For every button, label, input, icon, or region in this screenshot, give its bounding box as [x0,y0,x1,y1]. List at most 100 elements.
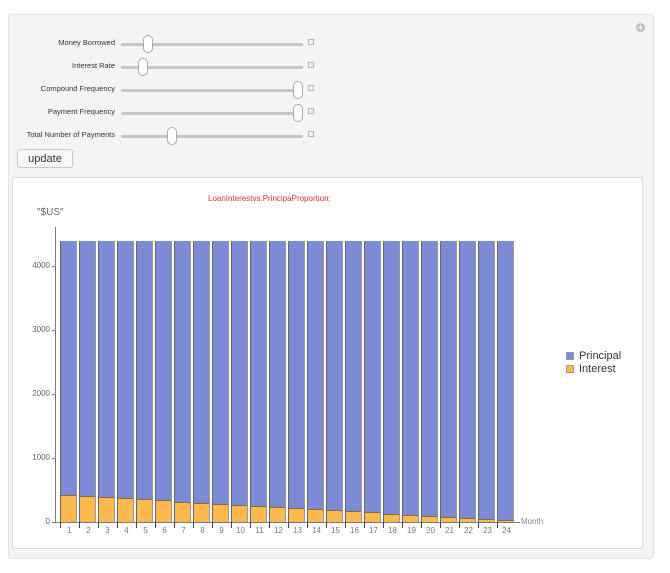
update-button[interactable]: update [17,149,73,168]
principal-segment [460,241,475,519]
slider-label: Total Number of Payments [26,130,115,139]
principal-segment [308,241,323,511]
x-tick-label: 24 [502,526,511,535]
principal-segment [403,241,418,516]
bar-month-11 [250,241,267,522]
expand-icon[interactable] [308,85,314,91]
x-tick-label: 18 [388,526,397,535]
slider-thumb[interactable] [293,104,303,122]
y-tick [52,458,56,459]
principal-segment [289,241,304,510]
principal-segment [365,241,380,514]
slider-label: Compound Frequency [40,84,115,93]
principal-segment [232,241,247,506]
x-tick [98,522,99,528]
x-tick [497,522,498,528]
principal-segment [61,241,76,496]
x-tick [193,522,194,528]
chart-title: LoanInterestvs.PrincipaProportion: [208,194,331,203]
x-tick [269,522,270,528]
bar-month-23 [478,241,495,522]
x-tick [212,522,213,528]
x-tick-label: 7 [181,526,186,535]
expand-icon[interactable] [308,62,314,68]
y-tick-label: 1000 [32,453,50,462]
y-axis [55,227,56,523]
slider-track[interactable] [121,104,303,122]
bar-month-20 [421,241,438,522]
interest-segment [156,500,171,522]
bar-month-16 [345,241,362,522]
x-tick [402,522,403,528]
slider-thumb[interactable] [167,127,178,145]
principal-segment [194,241,209,504]
principal-segment [422,241,437,517]
principal-segment [99,241,114,499]
expand-icon[interactable] [308,108,314,114]
interest-segment [99,497,114,522]
slider-label: Money Borrowed [58,38,115,47]
y-tick [52,394,56,395]
bar-month-3 [98,241,115,522]
y-tick [52,266,56,267]
x-tick [421,522,422,528]
principal-segment [479,241,494,520]
interest-segment [422,515,437,522]
y-tick-label: 3000 [32,325,50,334]
interest-segment [498,520,513,522]
x-tick [364,522,365,528]
interest-segment [118,498,133,522]
slider-track[interactable] [121,127,303,145]
y-tick-label: 4000 [32,261,50,270]
x-tick [79,522,80,528]
slider-track[interactable] [121,58,303,76]
legend-label: Interest [579,362,616,375]
x-tick-label: 23 [483,526,492,535]
interest-segment [175,501,190,522]
legend-label: Principal [579,349,622,362]
x-tick-label: 5 [143,526,148,535]
legend-item-principal: Principal [566,349,621,362]
principal-swatch-icon [566,351,574,360]
expand-icon[interactable] [308,131,314,137]
x-tick-label: 22 [464,526,473,535]
x-tick-label: 2 [86,526,91,535]
interest-segment [327,510,342,522]
x-tick-label: 9 [219,526,224,535]
interest-segment [232,504,247,522]
principal-segment [441,241,456,518]
slider-thumb[interactable] [293,81,303,99]
principal-segment [213,241,228,505]
x-tick-label: 1 [67,526,72,535]
x-tick [326,522,327,528]
x-tick-label: 3 [105,526,110,535]
slider-track[interactable] [121,35,303,53]
slider-thumb[interactable] [138,58,149,76]
principal-segment [498,241,513,522]
x-tick-label: 19 [407,526,416,535]
x-tick [383,522,384,528]
interest-segment [213,503,228,522]
bar-month-9 [212,241,229,522]
principal-segment [251,241,266,507]
x-tick-label: 20 [426,526,435,535]
slider-thumb[interactable] [143,35,154,53]
interest-segment [80,496,95,522]
bar-month-22 [459,241,476,522]
bar-month-2 [79,241,96,522]
principal-segment [118,241,133,500]
interest-segment [384,513,399,522]
bar-month-19 [402,241,419,522]
bar-month-24 [497,241,514,522]
x-tick [155,522,156,528]
principal-segment [175,241,190,503]
expand-icon[interactable] [308,39,314,45]
slider-row: Compound Frequency [0,80,330,100]
bar-month-14 [307,241,324,522]
interest-swatch-icon [566,364,574,373]
y-tick [52,330,56,331]
add-icon[interactable] [636,23,645,32]
slider-track[interactable] [121,81,303,99]
bar-month-7 [174,241,191,522]
bar-month-1 [60,241,77,522]
